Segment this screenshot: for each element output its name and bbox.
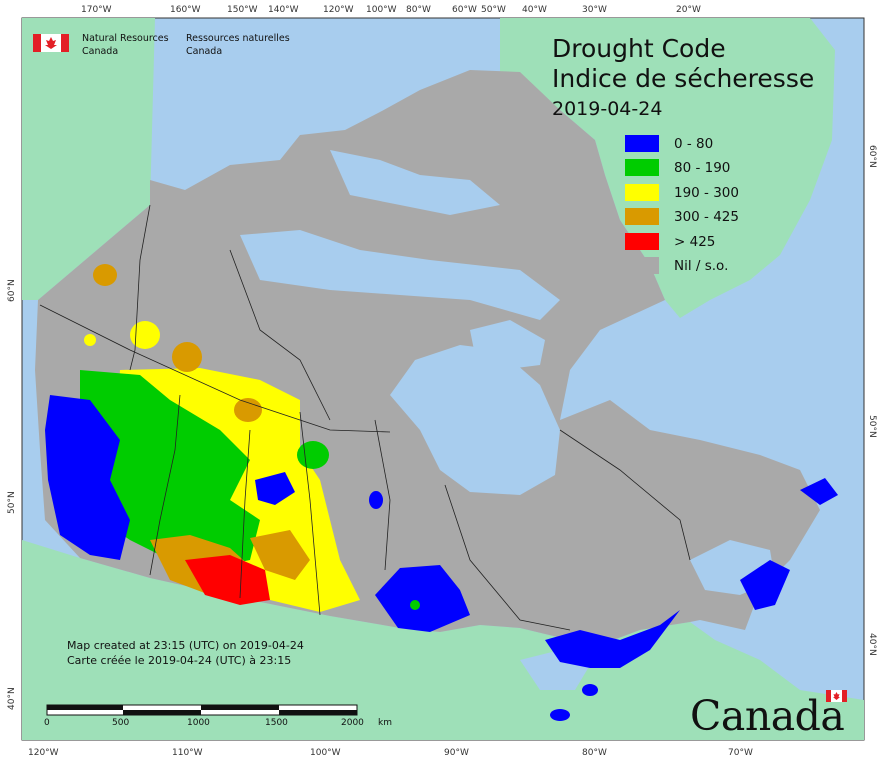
- agency-name-fr: Ressources naturelles Canada: [186, 32, 290, 58]
- legend-swatch: [625, 256, 659, 274]
- graticule-label: 40°N: [867, 633, 877, 656]
- graticule-label: 160°W: [170, 5, 201, 15]
- scale-tick-label: 1500: [265, 718, 288, 728]
- graticule-label: 120°W: [323, 5, 354, 15]
- drought-blue: [800, 478, 838, 505]
- scale-tick-label: 2000: [341, 718, 364, 728]
- legend-label: Nil / s.o.: [674, 257, 729, 274]
- agency-line: Ressources naturelles: [186, 33, 290, 44]
- agency-line: Natural Resources: [82, 33, 169, 44]
- drought-blue: [545, 610, 680, 668]
- map-title-fr: Indice de sécheresse: [552, 64, 815, 93]
- graticule-label: 100°W: [366, 5, 397, 15]
- graticule-label: 50°N: [7, 491, 17, 514]
- graticule-label: 170°W: [81, 5, 112, 15]
- graticule-label: 90°W: [444, 748, 469, 758]
- drought-blue: [375, 565, 470, 632]
- drought-blue: [255, 472, 295, 505]
- graticule-label: 150°W: [227, 5, 258, 15]
- graticule-label: 40°N: [7, 687, 17, 710]
- graticule-label: 80°W: [582, 748, 607, 758]
- graticule-label: 40°W: [522, 5, 547, 15]
- drought-blue: [45, 395, 130, 560]
- drought-yellow: [84, 334, 96, 346]
- drought-orange: [172, 342, 202, 372]
- legend-swatch: [625, 232, 659, 250]
- drought-blue: [550, 709, 570, 721]
- legend-swatch: [625, 159, 659, 177]
- foxe-basin: [470, 320, 545, 370]
- canada-wordmark-flag-icon: [826, 690, 847, 702]
- graticule-label: 110°W: [172, 748, 203, 758]
- agency-line: Canada: [82, 46, 119, 57]
- drought-orange: [250, 530, 310, 580]
- graticule-label: 30°W: [582, 5, 607, 15]
- graticule-bottom: 120°W 110°W 100°W 90°W 80°W 70°W: [28, 748, 753, 758]
- drought-blue: [369, 491, 383, 509]
- graticule-right: 60°N 50°N 40°N: [867, 145, 877, 656]
- scale-unit: km: [378, 718, 392, 728]
- legend-label: 190 - 300: [674, 184, 739, 201]
- greenland-land: [500, 18, 835, 318]
- scale-tick-label: 0: [44, 718, 50, 728]
- graticule-label: 80°W: [406, 5, 431, 15]
- arctic-channel: [330, 150, 500, 215]
- agency-name-en: Natural Resources Canada: [82, 32, 169, 58]
- graticule-label: 60°N: [7, 279, 17, 302]
- alaska-land: [22, 18, 155, 300]
- drought-orange: [93, 264, 117, 286]
- map-created-note: Map created at 23:15 (UTC) on 2019-04-24…: [67, 638, 304, 668]
- map-title-en: Drought Code: [552, 34, 726, 63]
- graticule-label: 20°W: [676, 5, 701, 15]
- graticule-label: 60°N: [867, 145, 877, 168]
- map-date: 2019-04-24: [552, 98, 663, 120]
- legend-swatch: [625, 183, 659, 201]
- graticule-label: 70°W: [728, 748, 753, 758]
- province-borders: [39, 204, 691, 631]
- drought-red: [185, 555, 270, 605]
- scale-tick-label: 500: [112, 718, 130, 728]
- legend-label: > 425: [674, 233, 716, 250]
- scale-bar: [46, 704, 358, 716]
- arctic-channel: [240, 230, 560, 320]
- hudson-bay: [390, 345, 560, 495]
- drought-green: [410, 600, 420, 610]
- graticule-label: 140°W: [268, 5, 299, 15]
- legend-label: 80 - 190: [674, 160, 731, 177]
- canada-wordmark: Canada: [690, 692, 845, 740]
- graticule-label: 120°W: [28, 748, 59, 758]
- agency-line: Canada: [186, 46, 223, 57]
- legend-swatch: [625, 135, 659, 152]
- graticule-label: 100°W: [310, 748, 341, 758]
- drought-blue: [582, 684, 598, 696]
- drought-orange: [234, 398, 262, 422]
- legend-swatch: [625, 208, 659, 226]
- graticule-label: 60°W: [452, 5, 477, 15]
- graticule-label: 50°N: [867, 415, 877, 438]
- legend-label: 0 - 80: [674, 136, 714, 152]
- created-fr: Carte créée le 2019-04-24 (UTC) à 23:15: [67, 654, 292, 667]
- graticule-label: 50°W: [481, 5, 506, 15]
- canada-flag-icon: [33, 34, 69, 52]
- usa-land: [22, 540, 864, 740]
- drought-green: [297, 441, 329, 469]
- scale-tick-label: 1000: [187, 718, 210, 728]
- legend-label: 300 - 425: [674, 209, 739, 226]
- drought-blue: [740, 560, 790, 610]
- created-en: Map created at 23:15 (UTC) on 2019-04-24: [67, 639, 304, 652]
- drought-yellow: [130, 321, 160, 349]
- graticule-left: 60°N 50°N 40°N: [7, 279, 17, 710]
- graticule-top: 170°W 160°W 150°W 140°W 120°W 100°W 80°W…: [81, 5, 701, 15]
